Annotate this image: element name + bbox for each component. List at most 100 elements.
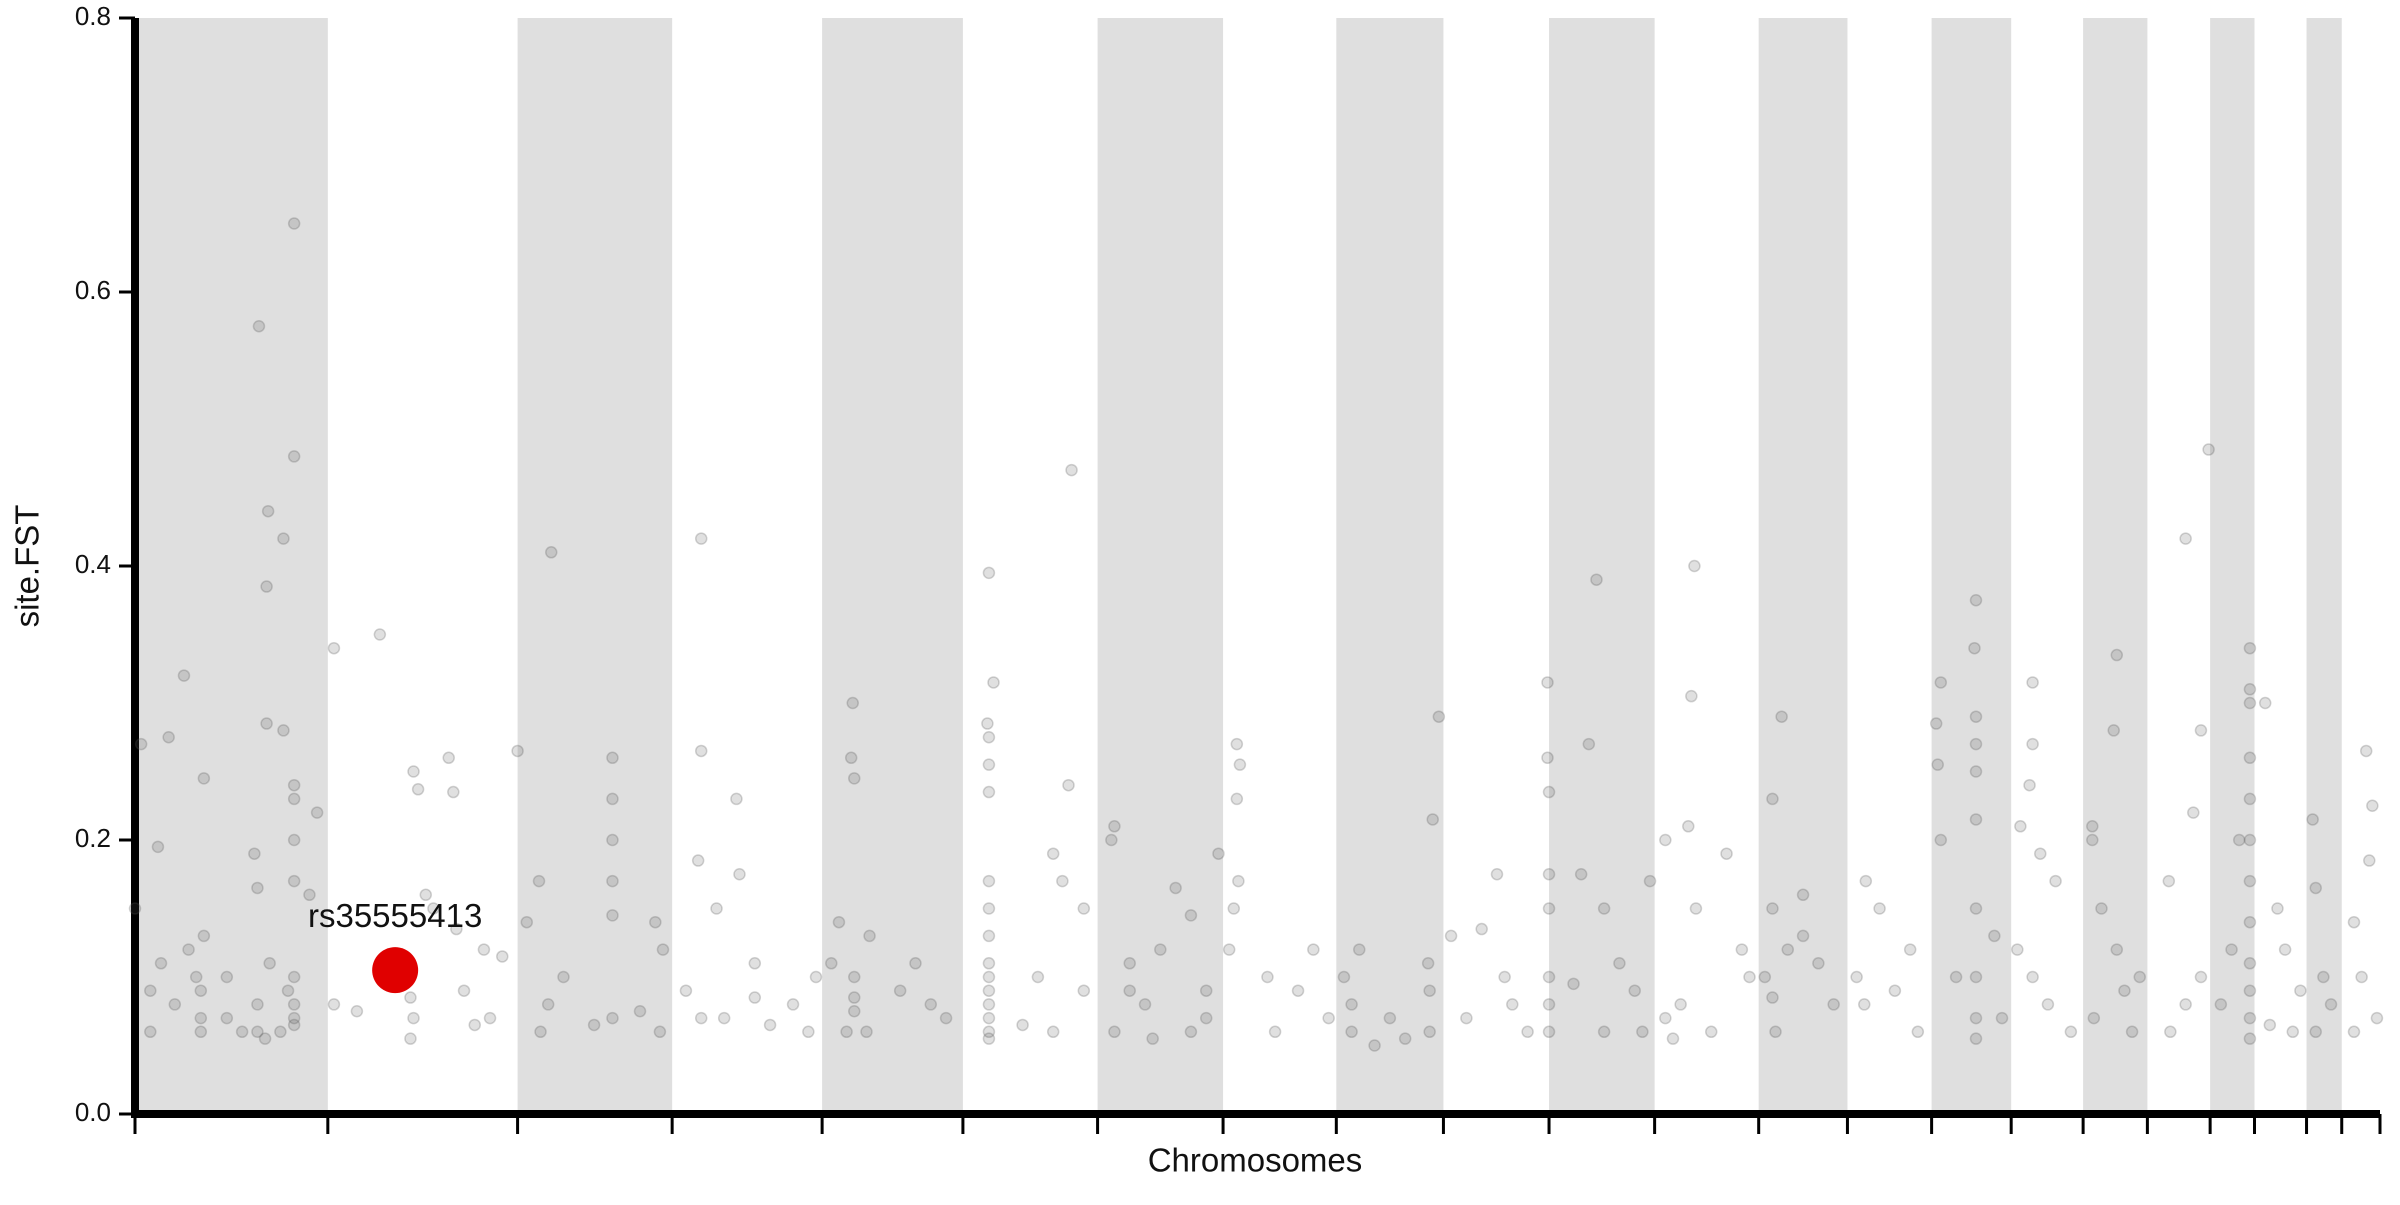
point <box>1597 1025 1611 1039</box>
chromosome-band <box>135 18 328 1114</box>
point <box>909 957 922 970</box>
y-tick-label: 0.4 <box>75 549 111 579</box>
point <box>848 970 861 984</box>
point <box>287 970 301 984</box>
point <box>1567 977 1580 991</box>
point <box>2243 641 2257 655</box>
point <box>1969 970 1983 984</box>
point <box>2232 833 2246 847</box>
point <box>1931 758 1944 771</box>
point <box>327 998 341 1011</box>
point <box>606 792 619 806</box>
point <box>1322 1011 1335 1025</box>
point <box>2225 943 2238 956</box>
point <box>1123 984 1136 997</box>
chromosome-band <box>822 18 963 1114</box>
point <box>802 1025 815 1039</box>
point <box>2026 676 2039 689</box>
point <box>1498 970 1511 984</box>
point <box>748 991 762 1004</box>
point <box>1766 991 1779 1004</box>
point <box>1233 758 1247 771</box>
point <box>982 929 996 943</box>
point <box>1796 888 1810 902</box>
point <box>1268 1025 1282 1039</box>
point <box>982 970 996 984</box>
point <box>1490 868 1504 881</box>
point <box>557 970 570 984</box>
point <box>477 943 491 956</box>
point <box>274 1025 287 1039</box>
point <box>287 998 301 1011</box>
point <box>1345 998 1358 1011</box>
point <box>1743 970 1756 984</box>
point <box>450 922 463 936</box>
point <box>287 1018 301 1032</box>
point <box>2370 1011 2384 1025</box>
point <box>1812 957 1825 970</box>
point <box>2294 984 2307 997</box>
point <box>848 1005 861 1018</box>
point <box>134 737 148 751</box>
point <box>2086 833 2099 847</box>
point <box>1542 868 1556 881</box>
point <box>2243 984 2257 997</box>
point <box>1016 1018 1029 1032</box>
point <box>1077 902 1091 915</box>
point <box>194 984 208 997</box>
point <box>545 546 558 559</box>
point <box>1666 1032 1680 1045</box>
point <box>194 1025 208 1039</box>
point <box>763 1018 777 1032</box>
point <box>809 970 823 984</box>
point <box>1056 874 1069 888</box>
point <box>1108 820 1121 833</box>
point <box>496 950 509 963</box>
point <box>1541 751 1554 765</box>
point <box>2366 799 2379 812</box>
point <box>2258 696 2272 710</box>
point <box>1858 998 1871 1011</box>
point <box>2034 847 2047 860</box>
point <box>144 1025 157 1039</box>
point <box>982 902 996 915</box>
point <box>1227 902 1241 915</box>
point <box>987 676 1000 689</box>
chromosome-band <box>1931 18 2012 1114</box>
point <box>287 778 301 792</box>
point <box>287 450 301 463</box>
point <box>786 998 800 1011</box>
y-tick-label: 0.6 <box>75 275 111 305</box>
point <box>1261 970 1274 984</box>
point <box>1636 1025 1649 1039</box>
point <box>1506 998 1519 1011</box>
point <box>404 1032 417 1045</box>
point <box>511 744 524 758</box>
point <box>1735 943 1749 956</box>
point <box>2133 970 2146 984</box>
point <box>327 641 341 655</box>
point <box>2243 751 2257 765</box>
point <box>2243 1032 2257 1045</box>
point <box>982 785 996 799</box>
point <box>252 320 266 333</box>
point <box>694 744 708 758</box>
point <box>197 929 211 943</box>
point <box>1688 559 1701 573</box>
point <box>1929 717 1943 730</box>
point <box>248 847 261 860</box>
point <box>2355 970 2368 984</box>
point <box>606 909 619 922</box>
point <box>1582 737 1596 751</box>
point <box>1888 984 1902 997</box>
point <box>1222 943 1236 956</box>
point <box>2023 778 2036 792</box>
point <box>2107 724 2120 737</box>
point <box>710 902 723 915</box>
point <box>1934 833 1948 847</box>
point <box>1426 813 1439 826</box>
y-tick-label: 0.2 <box>75 823 111 853</box>
point <box>2271 902 2284 915</box>
point <box>1184 1025 1198 1039</box>
